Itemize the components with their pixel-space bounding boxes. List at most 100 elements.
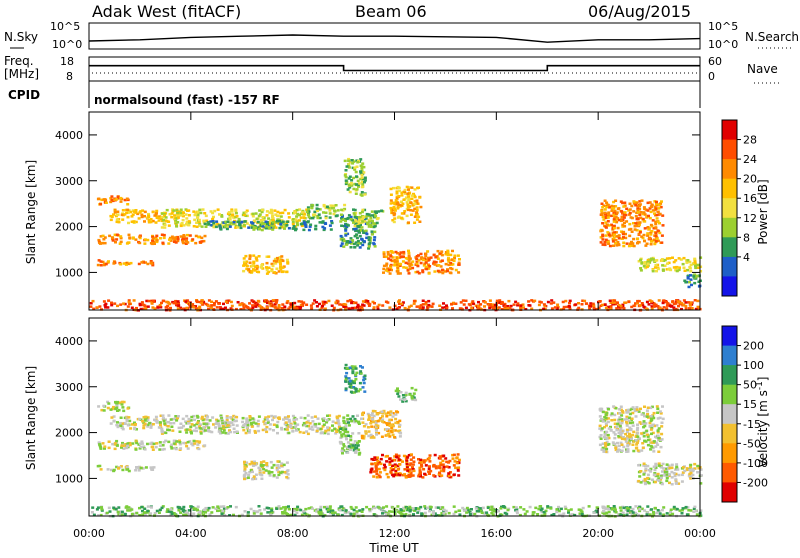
velocity-cell xyxy=(632,424,635,427)
velocity-cell xyxy=(118,409,121,412)
power-cell xyxy=(229,218,232,221)
power-cell xyxy=(422,300,425,303)
power-cell xyxy=(437,270,440,273)
velocity-cell xyxy=(206,418,209,421)
power-cell xyxy=(103,198,106,201)
power-cell xyxy=(540,301,543,304)
power-cell xyxy=(361,218,364,221)
power-cell xyxy=(286,262,289,265)
power-cell xyxy=(441,254,444,257)
velocity-cell xyxy=(258,505,261,508)
velocity-cell xyxy=(99,447,102,450)
power-cell xyxy=(449,267,452,270)
power-cell xyxy=(119,263,122,266)
velocity-cell xyxy=(167,441,170,444)
power-cell xyxy=(196,301,199,304)
velocity-cell xyxy=(280,428,283,431)
power-cell xyxy=(207,223,210,226)
power-cell xyxy=(127,216,130,219)
power-cell xyxy=(639,231,642,234)
power-cell xyxy=(406,186,409,189)
velocity-cell xyxy=(632,450,635,453)
velocity-cell xyxy=(654,507,657,510)
velocity-cell xyxy=(627,448,630,451)
power-cell xyxy=(610,210,613,213)
power-cell xyxy=(284,209,287,212)
velocity-cell xyxy=(685,506,688,509)
power-cell xyxy=(155,221,158,224)
power-cell xyxy=(684,270,687,273)
velocity-cell xyxy=(274,415,277,418)
velocity-cell xyxy=(477,510,480,513)
velocity-cell xyxy=(555,508,558,511)
velocity-cell xyxy=(162,444,165,447)
power-cell xyxy=(623,222,626,225)
velocity-cell xyxy=(285,476,288,479)
power-cell xyxy=(602,216,605,219)
velocity-cell xyxy=(350,513,353,516)
power-cell xyxy=(109,215,112,218)
velocity-cell xyxy=(127,416,130,419)
power-cell xyxy=(413,208,416,211)
velocity-cell xyxy=(241,421,244,424)
power-cell xyxy=(427,304,430,307)
velocity-cell xyxy=(603,507,606,510)
power-cell xyxy=(697,306,700,309)
power-cell xyxy=(143,215,146,218)
velocity-cell xyxy=(117,506,120,509)
power-cell xyxy=(658,232,661,235)
velocity-cell xyxy=(283,471,286,474)
velocity-cell xyxy=(475,507,478,510)
power-cell xyxy=(132,236,135,239)
velocity-cell xyxy=(126,420,129,423)
power-cell xyxy=(365,233,368,236)
velocity-cell xyxy=(138,469,141,472)
power-cell xyxy=(654,223,657,226)
velocity-cell xyxy=(134,423,137,426)
power-cell xyxy=(231,305,234,308)
power-cell xyxy=(255,256,258,259)
power-cell xyxy=(217,208,220,211)
power-cell xyxy=(581,303,584,306)
power-cell xyxy=(162,219,165,222)
velocity-cell xyxy=(98,465,101,468)
velocity-cell xyxy=(277,464,280,467)
power-cell xyxy=(255,259,258,262)
power-cell xyxy=(359,235,362,238)
velocity-cell xyxy=(248,429,251,432)
power-cell xyxy=(186,234,189,237)
power-cell xyxy=(256,271,259,274)
power-cell xyxy=(361,226,364,229)
velocity-cell xyxy=(644,482,647,485)
power-cell xyxy=(374,215,377,218)
power-cell xyxy=(616,301,619,304)
velocity-cell xyxy=(643,509,646,512)
power-colorbar-segment xyxy=(722,257,737,277)
power-cell xyxy=(187,209,190,212)
power-cell xyxy=(240,303,243,306)
power-cell xyxy=(371,220,374,223)
power-cell xyxy=(258,209,261,212)
velocity-cell xyxy=(362,379,365,382)
velocity-cell xyxy=(339,431,342,434)
power-cell xyxy=(409,268,412,271)
velocity-cell xyxy=(381,411,384,414)
velocity-cell xyxy=(287,505,290,508)
power-cell xyxy=(646,234,649,237)
power-cell xyxy=(398,187,401,190)
velocity-cell xyxy=(657,417,660,420)
power-cell xyxy=(696,300,699,303)
velocity-cell xyxy=(196,416,199,419)
velocity-cell xyxy=(208,430,211,433)
velocity-cell xyxy=(153,419,156,422)
power-cell xyxy=(395,251,398,254)
power-cell xyxy=(483,305,486,308)
power-cell xyxy=(267,217,270,220)
power-cell xyxy=(413,300,416,303)
power-cell xyxy=(671,300,674,303)
power-cell xyxy=(626,242,629,245)
power-cell xyxy=(585,302,588,305)
power-cell xyxy=(200,237,203,240)
power-cell xyxy=(347,224,350,227)
power-cell xyxy=(647,226,650,229)
